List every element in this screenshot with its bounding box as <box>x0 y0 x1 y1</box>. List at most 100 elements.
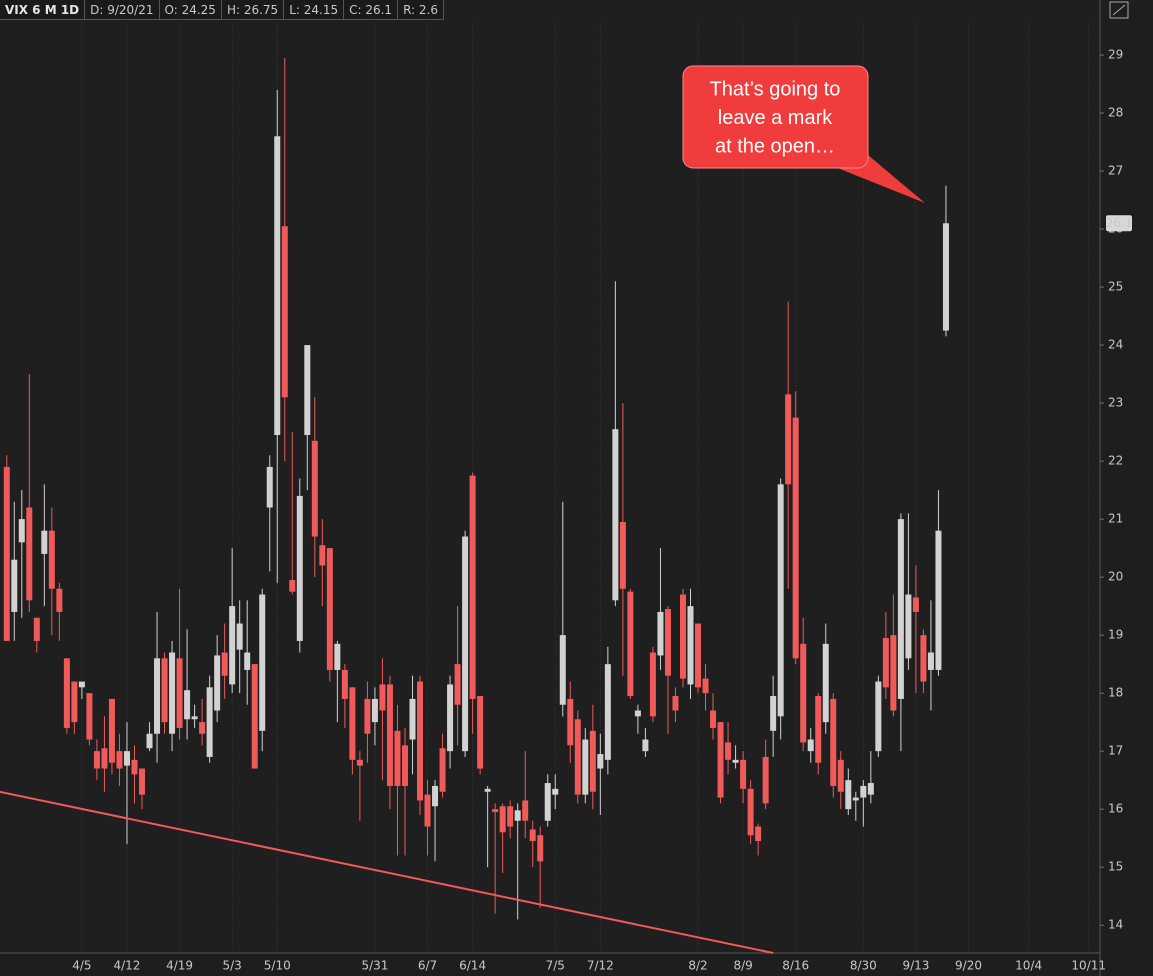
candle-body <box>386 684 393 786</box>
candle-body <box>942 223 949 331</box>
candle-body <box>311 440 318 537</box>
annotation-text: leave a mark <box>718 107 833 129</box>
y-tick-label: 27 <box>1108 164 1123 178</box>
x-tick-label: 5/31 <box>361 959 388 973</box>
y-tick-label: 23 <box>1108 396 1123 410</box>
candle-body <box>477 696 484 769</box>
candle-body <box>93 751 100 769</box>
x-tick-label: 8/2 <box>688 959 707 973</box>
candle-body <box>672 696 679 711</box>
y-tick-label: 18 <box>1108 686 1123 700</box>
candle-body <box>116 751 123 769</box>
candle-body <box>582 739 589 795</box>
candle-body <box>642 739 649 752</box>
candle-body <box>822 643 829 723</box>
candle-body <box>304 345 311 436</box>
candle-body <box>762 756 769 804</box>
candle-body <box>687 606 694 685</box>
candle-body <box>154 658 161 734</box>
candle-body <box>559 635 566 705</box>
icon-frame[interactable] <box>1109 1 1129 19</box>
candle-body <box>492 809 499 813</box>
candle-body <box>169 652 176 734</box>
candle-body <box>740 759 747 789</box>
candle-body <box>755 826 762 842</box>
candle-body <box>274 136 281 436</box>
symbol-title: VIX 6 M 1D <box>0 0 86 20</box>
candle-body <box>507 806 514 827</box>
candle-body <box>161 658 168 723</box>
candle-body <box>432 785 439 807</box>
trendline <box>0 790 774 954</box>
candle-body <box>401 745 408 786</box>
candle-body <box>48 530 55 589</box>
candle-body <box>63 658 70 728</box>
candle-body <box>845 780 852 810</box>
expand-icon[interactable] <box>1109 1 1129 19</box>
candle-body <box>371 698 378 723</box>
candle-body <box>514 810 521 821</box>
candle-body <box>537 835 544 862</box>
callout-box <box>682 65 869 169</box>
y-tick-label: 15 <box>1108 860 1123 874</box>
candle-body <box>664 609 671 676</box>
icon-stroke[interactable] <box>1112 4 1126 16</box>
candle-body <box>897 519 904 699</box>
candle-body <box>574 719 581 795</box>
candle-body <box>912 597 919 612</box>
candle-body <box>830 698 837 786</box>
candle-body <box>364 698 371 734</box>
y-tick-label: 14 <box>1108 918 1123 932</box>
candle-body <box>341 669 348 699</box>
price-tag-label: 26.1 <box>1106 216 1133 230</box>
candle-body <box>612 429 619 601</box>
candle-body <box>649 652 656 717</box>
y-tick-label: 24 <box>1108 338 1123 352</box>
candle-body <box>627 591 634 697</box>
candle-body <box>552 788 559 795</box>
header: VIX 6 M 1D D: 9/20/21 O: 24.25 H: 26.75 L: … <box>0 0 444 20</box>
candle-body <box>356 759 363 766</box>
candle-body <box>927 652 934 670</box>
annotation-text: That’s going to <box>710 78 841 100</box>
candle-body <box>206 687 213 757</box>
y-tick-label: 17 <box>1108 744 1123 758</box>
candle-body <box>221 652 228 676</box>
candle-body <box>394 730 401 786</box>
x-tick-label: 8/30 <box>850 959 877 973</box>
y-tick-label: 19 <box>1108 628 1123 642</box>
candle-body <box>417 681 424 801</box>
candle-body <box>544 783 551 821</box>
x-tick-label: 6/7 <box>418 959 437 973</box>
header-item: D: 9/20/21 <box>85 0 160 20</box>
candle-body <box>905 594 912 659</box>
candle-body <box>447 684 454 752</box>
candle-body <box>800 643 807 743</box>
candle-body <box>379 684 386 711</box>
candle-body <box>191 716 198 720</box>
callout: That’s going to leave a mark at the open… <box>682 65 925 203</box>
candle-body <box>634 710 641 717</box>
candle-body <box>890 635 897 711</box>
candle-body <box>18 519 25 543</box>
candle-body <box>424 794 431 827</box>
candle-body <box>860 785 867 798</box>
x-tick-label: 8/16 <box>782 959 809 973</box>
candle-body <box>875 681 882 752</box>
candle-body <box>499 806 506 833</box>
candle-body <box>589 730 596 792</box>
candle-body <box>334 643 341 670</box>
candle-body <box>837 759 844 792</box>
x-tick-label: 4/19 <box>166 959 193 973</box>
y-tick-label: 29 <box>1108 48 1123 62</box>
candle-body <box>229 606 236 685</box>
candle-body <box>792 417 799 659</box>
x-tick-label: 7/12 <box>587 959 614 973</box>
x-tick-label: 10/4 <box>1015 959 1042 973</box>
candle-body <box>409 698 416 740</box>
candle-body <box>319 545 326 566</box>
candle-body <box>785 394 792 485</box>
candle-body <box>529 829 536 842</box>
x-tick-label: 4/5 <box>72 959 91 973</box>
